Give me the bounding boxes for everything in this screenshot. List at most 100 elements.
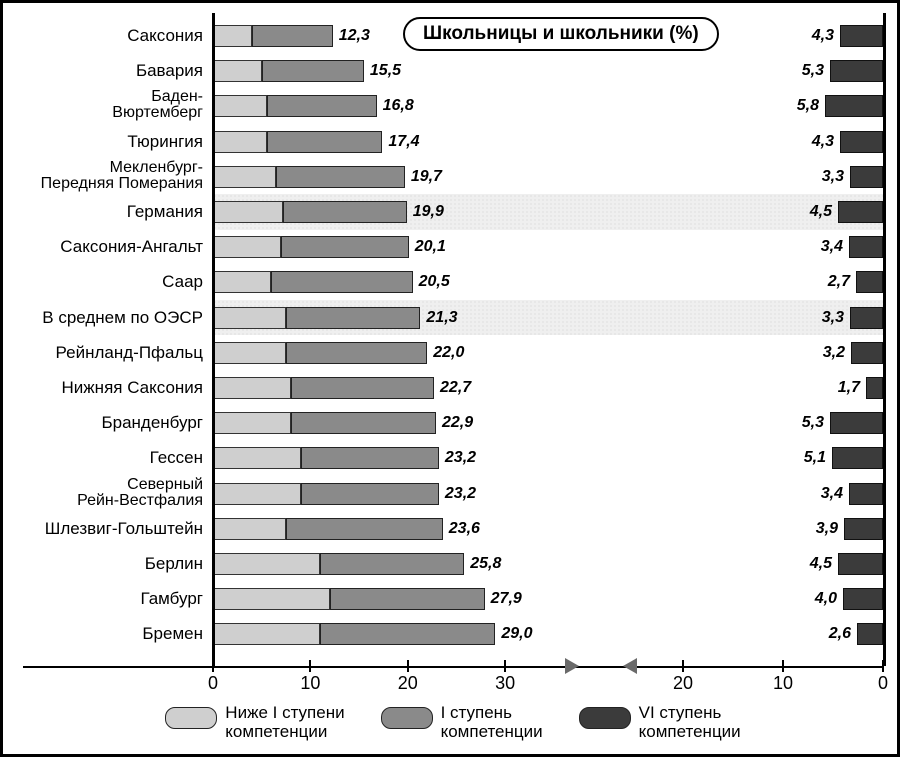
axis-left-zero <box>212 13 215 666</box>
value-left: 23,2 <box>445 449 476 467</box>
value-right: 4,0 <box>815 590 837 608</box>
value-right: 4,3 <box>812 133 834 151</box>
value-right: 4,5 <box>810 555 832 573</box>
bar-level1 <box>291 412 436 434</box>
row-label: Гессен <box>9 449 203 466</box>
value-right: 4,5 <box>810 203 832 221</box>
bar-level6 <box>825 95 883 117</box>
value-right: 5,1 <box>804 449 826 467</box>
tick-left <box>309 660 311 672</box>
value-right: 2,7 <box>828 273 850 291</box>
legend-swatch <box>165 707 217 729</box>
legend-item: I ступенькомпетенции <box>381 703 543 741</box>
chart-title: Школьницы и школьники (%) <box>403 17 719 51</box>
value-right: 3,4 <box>821 485 843 503</box>
bar-level1 <box>252 25 333 47</box>
value-left: 29,0 <box>501 625 532 643</box>
value-right: 5,8 <box>797 97 819 115</box>
bar-level1 <box>286 342 427 364</box>
bar-below-level1 <box>213 588 330 610</box>
bar-level6 <box>838 553 883 575</box>
bar-below-level1 <box>213 60 262 82</box>
value-left: 22,7 <box>440 379 471 397</box>
tick-right <box>682 660 684 672</box>
tick-label-right: 0 <box>878 673 888 694</box>
chart-area: Саксония12,34,3Бавария15,55,3Баден-Вюрте… <box>3 3 900 757</box>
bar-below-level1 <box>213 201 283 223</box>
value-right: 5,3 <box>802 414 824 432</box>
bar-level1 <box>276 166 405 188</box>
value-left: 25,8 <box>470 555 501 573</box>
row-label: Мекленбург-Передняя Померания <box>9 160 203 192</box>
bar-below-level1 <box>213 553 320 575</box>
value-left: 27,9 <box>491 590 522 608</box>
legend-text: I ступенькомпетенции <box>441 703 543 741</box>
bar-level1 <box>291 377 434 399</box>
value-left: 16,8 <box>383 97 414 115</box>
value-left: 22,0 <box>433 344 464 362</box>
legend-item: Ниже I ступеникомпетенции <box>165 703 344 741</box>
row-label: Гамбург <box>9 590 203 607</box>
row-label: Саар <box>9 273 203 290</box>
bar-level6 <box>832 447 883 469</box>
value-left: 17,4 <box>388 133 419 151</box>
legend: Ниже I ступеникомпетенции I ступенькомпет… <box>3 703 900 741</box>
legend-item: VI ступенькомпетенции <box>579 703 741 741</box>
bar-below-level1 <box>213 95 267 117</box>
row-label: Бранденбург <box>9 414 203 431</box>
value-right: 3,3 <box>822 309 844 327</box>
bar-level1 <box>271 271 412 293</box>
row-label: Берлин <box>9 555 203 572</box>
bar-below-level1 <box>213 236 281 258</box>
value-left: 23,2 <box>445 485 476 503</box>
bar-level1 <box>286 307 420 329</box>
axis-baseline <box>23 666 883 668</box>
bar-level6 <box>838 201 883 223</box>
bar-level1 <box>267 95 377 117</box>
bar-below-level1 <box>213 131 267 153</box>
bar-level1 <box>267 131 383 153</box>
value-left: 22,9 <box>442 414 473 432</box>
tick-label-left: 30 <box>495 673 515 694</box>
bar-below-level1 <box>213 25 252 47</box>
value-left: 20,5 <box>419 273 450 291</box>
value-right: 2,6 <box>829 625 851 643</box>
tick-left <box>212 660 214 672</box>
bar-level1 <box>320 553 464 575</box>
row-label: Шлезвиг-Гольштейн <box>9 520 203 537</box>
value-right: 3,9 <box>816 520 838 538</box>
value-left: 21,3 <box>426 309 457 327</box>
tick-right <box>782 660 784 672</box>
bar-below-level1 <box>213 166 276 188</box>
bar-level1 <box>283 201 407 223</box>
bar-level1 <box>281 236 409 258</box>
tick-label-right: 20 <box>673 673 693 694</box>
tick-right <box>882 660 884 672</box>
tick-label-right: 10 <box>773 673 793 694</box>
value-left: 20,1 <box>415 238 446 256</box>
value-left: 12,3 <box>339 27 370 45</box>
legend-text: Ниже I ступеникомпетенции <box>225 703 344 741</box>
row-label: Рейнланд-Пфальц <box>9 344 203 361</box>
legend-swatch <box>579 707 631 729</box>
bar-level6 <box>857 623 883 645</box>
tick-label-left: 10 <box>300 673 320 694</box>
row-label: Тюрингия <box>9 133 203 150</box>
value-left: 15,5 <box>370 62 401 80</box>
bar-level6 <box>856 271 883 293</box>
bar-level6 <box>851 342 883 364</box>
bar-level1 <box>330 588 485 610</box>
bar-level6 <box>850 166 883 188</box>
bar-level6 <box>844 518 883 540</box>
axis-right-zero <box>883 13 886 666</box>
row-label: Нижняя Саксония <box>9 379 203 396</box>
bar-level6 <box>840 25 883 47</box>
value-left: 23,6 <box>449 520 480 538</box>
value-right: 3,2 <box>823 344 845 362</box>
value-right: 3,4 <box>821 238 843 256</box>
bar-level6 <box>843 588 883 610</box>
bar-level6 <box>840 131 883 153</box>
tick-label-left: 0 <box>208 673 218 694</box>
bar-level1 <box>320 623 495 645</box>
bar-level6 <box>849 483 883 505</box>
